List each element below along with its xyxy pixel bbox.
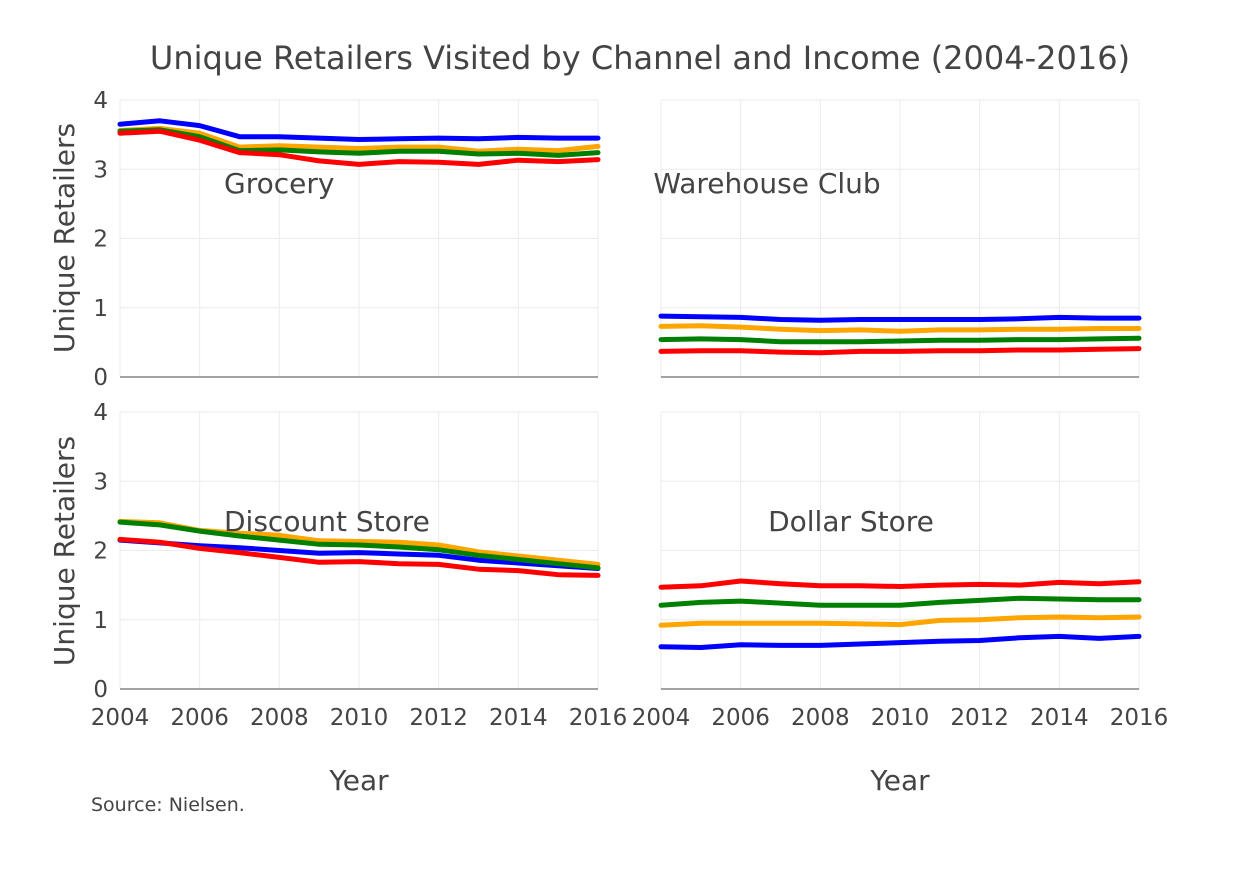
y-tick-label: 1 <box>93 608 108 634</box>
series-line-2 <box>117 519 601 571</box>
x-tick-label: 2012 <box>950 705 1009 731</box>
x-tick-label: 2008 <box>791 705 850 731</box>
x-axis-title-left: Year <box>328 764 389 797</box>
x-tick-label: 2004 <box>632 705 691 731</box>
x-axis-title-right: Year <box>869 764 930 797</box>
series-line-3 <box>658 346 1142 356</box>
y-axis-title-top: Unique Retailers <box>48 123 81 353</box>
y-tick-label: 3 <box>93 157 108 183</box>
series-line-0 <box>117 537 601 571</box>
x-tick-label: 2012 <box>409 705 468 731</box>
x-tick-label: 2010 <box>871 705 930 731</box>
x-tick-label: 2014 <box>489 705 548 731</box>
y-tick-label: 2 <box>93 227 108 253</box>
y-tick-label: 1 <box>93 296 108 322</box>
series-line-2 <box>117 127 601 158</box>
x-tick-label: 2006 <box>170 705 229 731</box>
series-line-0 <box>117 118 601 142</box>
series-line-3 <box>117 128 601 167</box>
source-note: Source: Nielsen. <box>91 794 245 816</box>
panel-label: Discount Store <box>224 505 430 538</box>
panel-warehouse-club: Warehouse Club <box>653 99 1142 378</box>
series-line-2 <box>658 595 1142 608</box>
series-line-1 <box>117 125 601 154</box>
series-line-1 <box>658 323 1142 334</box>
x-tick-label: 2010 <box>330 705 389 731</box>
series-line-3 <box>117 536 601 578</box>
panel-label: Dollar Store <box>768 505 934 538</box>
series-line-3 <box>658 578 1142 590</box>
chart-title: Unique Retailers Visited by Channel and … <box>150 39 1130 77</box>
x-tick-label: 2016 <box>1110 705 1169 731</box>
y-tick-label: 4 <box>93 400 108 426</box>
x-tick-label: 2006 <box>711 705 770 731</box>
x-tick-label: 2008 <box>250 705 309 731</box>
series-line-2 <box>658 335 1142 345</box>
y-tick-label: 3 <box>93 469 108 495</box>
panel-discount-store: 0 1 2 3 4 2004 2006 2008 2010 2012 2014 2016 Discoun… <box>91 400 628 731</box>
panel-label: Warehouse Club <box>653 167 880 200</box>
x-tick-label: 2004 <box>91 705 150 731</box>
y-axis-title-bottom: Unique Retailers <box>48 436 81 666</box>
y-tick-label: 0 <box>93 365 108 391</box>
series-line-0 <box>658 313 1142 323</box>
y-tick-label: 2 <box>93 539 108 565</box>
y-tick-label: 4 <box>93 88 108 114</box>
panel-grocery: 0 1 2 3 4 Grocery <box>93 88 601 391</box>
series-line-1 <box>658 614 1142 628</box>
y-tick-label: 0 <box>93 677 108 703</box>
x-tick-label: 2016 <box>569 705 628 731</box>
panel-dollar-store: 2004 2006 2008 2010 2012 2014 2016 Dollar Store <box>632 411 1169 731</box>
x-tick-label: 2014 <box>1030 705 1089 731</box>
series-line-0 <box>658 633 1142 650</box>
panel-label: Grocery <box>224 167 334 200</box>
